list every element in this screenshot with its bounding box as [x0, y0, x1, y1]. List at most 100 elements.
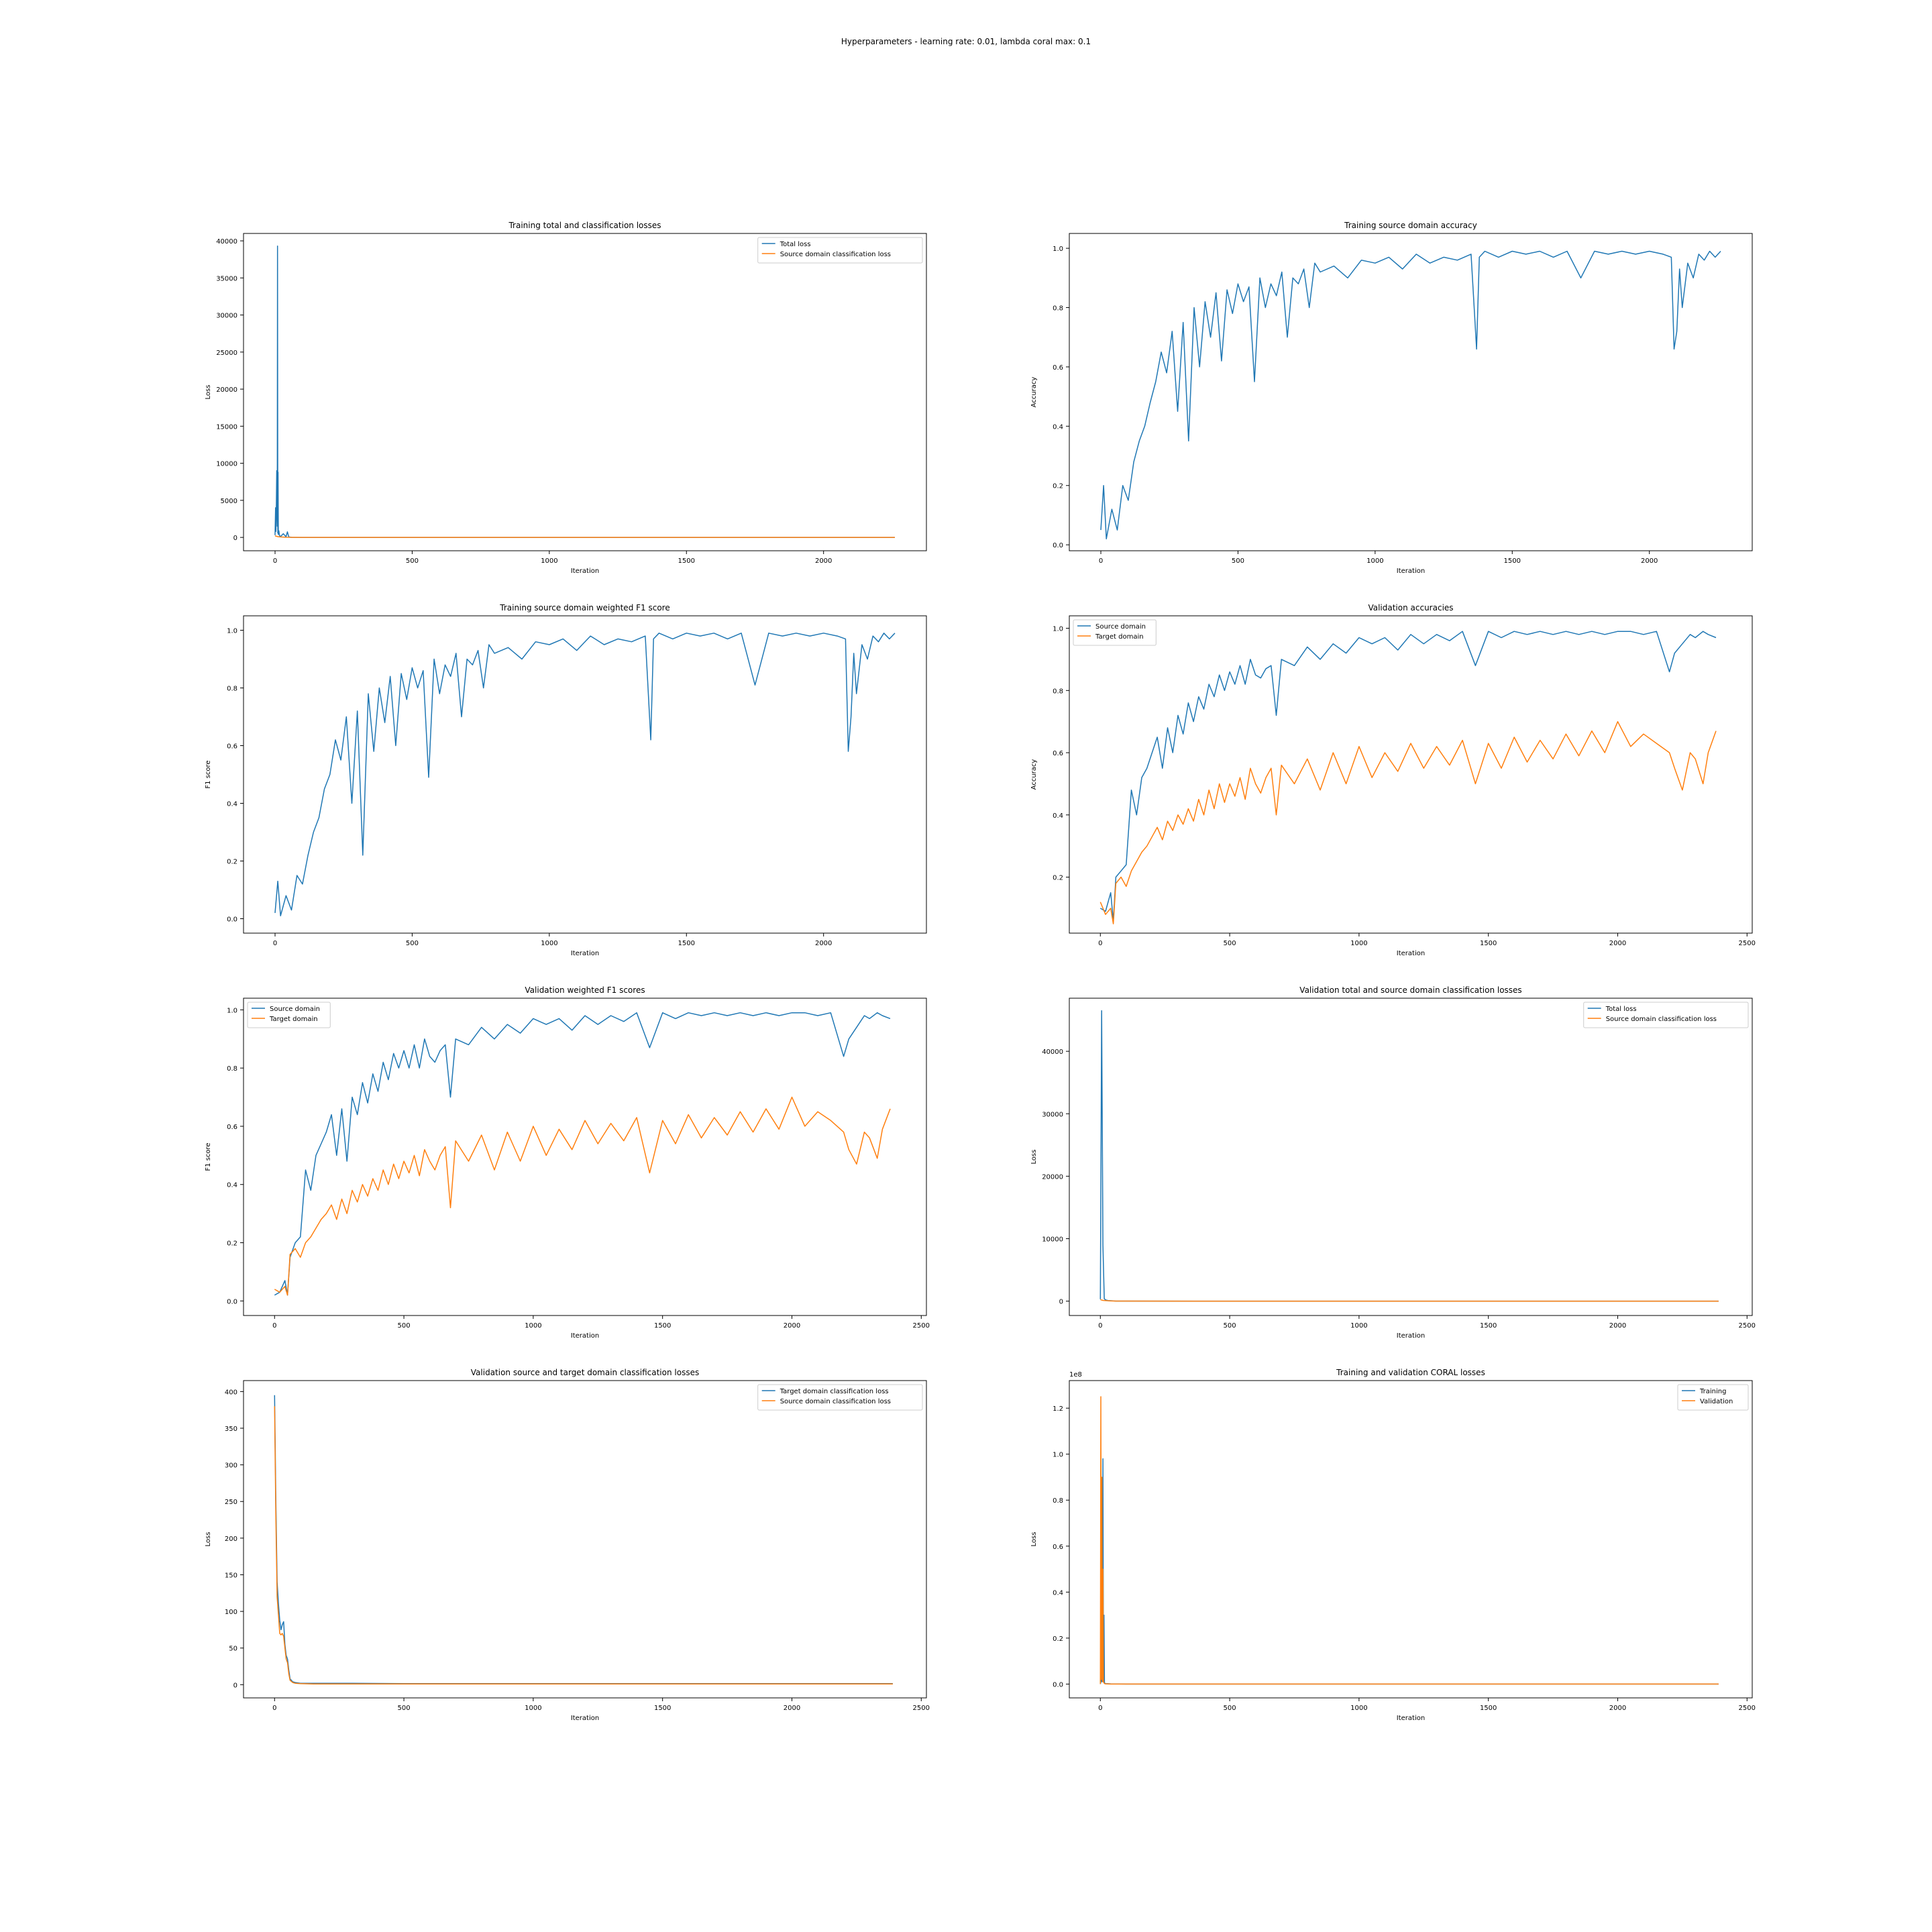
chart-panel-1: 0 500 1000 1500 2000050001000015000200002500…: [205, 221, 927, 575]
y-axis-label: Accuracy: [1030, 377, 1038, 408]
x-tick-label: 2500: [1739, 940, 1756, 947]
chart-title: Training source domain accuracy: [1344, 221, 1477, 230]
chart-panel-5: 0 500 1000 1500 2000 2500 0.0 0.2 0.4 0.6 0.8 1.0 Va…: [205, 985, 930, 1340]
y-tick-label: 0.2: [227, 1240, 237, 1248]
legend: Total loss Source domain classification l…: [1583, 1002, 1749, 1028]
y-tick-label: 150: [225, 1572, 237, 1579]
legend-label: Source domain: [1095, 623, 1146, 631]
y-tick-label: 0.6: [1053, 1544, 1063, 1551]
x-tick-label: 500: [398, 1322, 411, 1330]
x-tick-label: 2000: [1609, 940, 1626, 947]
x-tick-label: 2000: [784, 1705, 800, 1712]
legend-box: [757, 237, 923, 264]
x-tick-label: 500: [1224, 1322, 1236, 1330]
chart-title: Training total and classification losses: [508, 221, 661, 230]
axes-frame: [243, 1380, 927, 1699]
x-tick-label: 500: [1224, 940, 1236, 947]
chart-panel-6: 0 500 1000 1500 2000 2500 0 10000 20000 30000 4000…: [1030, 985, 1756, 1340]
x-tick-label: 500: [406, 557, 419, 565]
x-tick-label: 500: [1232, 557, 1244, 565]
y-tick-label: 200: [225, 1536, 237, 1543]
chart-title: Validation total and source domain class…: [1299, 985, 1521, 995]
y-tick-label: 0.4: [227, 1182, 237, 1189]
x-tick-label: 1500: [654, 1322, 671, 1330]
y-tick-label: 0.8: [1053, 1497, 1063, 1505]
chart-panel-2: 0 500 1000 1500 2000 0.0 0.2 0.4 0.6 0.8 1.0 Traini…: [1030, 221, 1753, 575]
x-tick-label: 500: [406, 940, 419, 947]
x-tick-label: 1500: [678, 557, 695, 565]
chart-title: Validation weighted F1 scores: [525, 985, 645, 995]
y-axis-label: Loss: [1030, 1532, 1038, 1547]
y-axis-label: Accuracy: [1030, 759, 1038, 790]
legend-box: [1073, 619, 1157, 646]
x-tick-label: 0: [1099, 557, 1103, 565]
y-tick-label: 0.4: [227, 801, 237, 808]
axes-frame: [1069, 233, 1753, 551]
x-tick-label: 1500: [678, 940, 695, 947]
y-tick-label: 0.2: [1053, 875, 1063, 882]
y-tick-label: 100: [225, 1609, 237, 1616]
x-tick-label: 1500: [1480, 1322, 1497, 1330]
y-tick-label: 0: [233, 535, 237, 542]
y-tick-label: 30000: [1042, 1111, 1063, 1118]
axes-frame: [243, 615, 927, 934]
y-tick-label: 30000: [216, 313, 237, 320]
axes-frame: [1069, 615, 1753, 934]
legend: Training Validation: [1677, 1384, 1749, 1411]
legend-label: Source domain: [270, 1006, 320, 1013]
legend-box: [1583, 1002, 1749, 1028]
chart-panel-7: 0 500 1000 1500 2000 2500 0 50 100 150 200 250 300 35…: [205, 1368, 930, 1722]
legend-label: Validation: [1700, 1398, 1733, 1405]
legend-label: Source domain classification loss: [780, 1398, 891, 1405]
y-axis-label: F1 score: [205, 760, 212, 788]
x-axis-label: Iteration: [571, 950, 599, 957]
x-tick-label: 1500: [1480, 940, 1497, 947]
series-line-2: [1100, 1299, 1719, 1302]
legend-label: Target domain: [1095, 633, 1144, 641]
x-axis-label: Iteration: [571, 568, 599, 575]
x-tick-label: 0: [1098, 1705, 1102, 1712]
y-tick-label: 0.2: [227, 859, 237, 866]
y-tick-label: 1.0: [1053, 1452, 1063, 1459]
chart-title: Validation source and target domain clas…: [471, 1368, 699, 1377]
x-axis-label: Iteration: [571, 1332, 599, 1340]
x-tick-label: 1000: [1350, 1322, 1367, 1330]
y-tick-label: 10000: [216, 461, 237, 468]
x-tick-label: 2000: [815, 557, 832, 565]
y-tick-label: 0.6: [227, 743, 237, 751]
axes-frame: [1069, 998, 1753, 1316]
legend-label: Source domain classification loss: [780, 251, 891, 258]
x-tick-label: 1000: [1366, 557, 1383, 565]
legend-label: Target domain: [269, 1016, 318, 1023]
y-tick-label: 20000: [1042, 1173, 1063, 1181]
y-tick-label: 50: [229, 1646, 237, 1653]
y-tick-label: 10000: [1042, 1236, 1063, 1243]
y-tick-label: 1.0: [227, 628, 237, 635]
y-axis-label: Loss: [1030, 1150, 1038, 1165]
legend-label: Target domain classification loss: [780, 1388, 889, 1395]
x-tick-label: 0: [1098, 1322, 1102, 1330]
chart-panel-3: 0 500 1000 1500 2000 0.0 0.2 0.4 0.6 0.8 1.0 Traini…: [205, 603, 927, 957]
series-line-1: [1099, 631, 1717, 922]
series-line-2: [1099, 720, 1717, 924]
y-tick-label: 40000: [216, 238, 237, 246]
x-tick-label: 1000: [541, 557, 557, 565]
y-tick-label: 0.4: [1053, 423, 1063, 431]
axes-frame: [1069, 1380, 1753, 1699]
x-tick-label: 0: [273, 940, 277, 947]
series-line-1: [274, 1012, 891, 1296]
y-tick-label: 0: [233, 1682, 237, 1689]
x-tick-label: 2500: [1739, 1322, 1756, 1330]
series-line-1: [274, 1395, 893, 1684]
x-tick-label: 0: [1098, 940, 1102, 947]
y-tick-label: 0: [1059, 1299, 1063, 1306]
x-tick-label: 2000: [1609, 1705, 1626, 1712]
series-line-2: [274, 1406, 893, 1684]
y-axis-label: F1 score: [205, 1142, 212, 1171]
series-line-2: [274, 1096, 891, 1296]
x-tick-label: 0: [272, 1705, 276, 1712]
x-tick-label: 1000: [525, 1322, 541, 1330]
x-axis-label: Iteration: [1397, 950, 1425, 957]
x-tick-label: 1000: [525, 1705, 541, 1712]
legend: Source domain Target domain: [1073, 619, 1157, 646]
